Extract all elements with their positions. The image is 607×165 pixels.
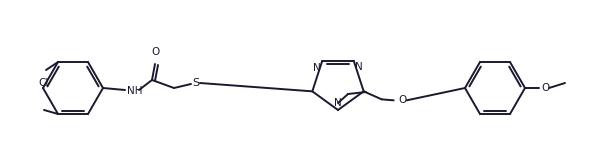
Text: N: N (355, 62, 362, 72)
Text: Cl: Cl (39, 78, 49, 88)
Text: NH: NH (127, 86, 143, 96)
Text: O: O (152, 47, 160, 57)
Text: N: N (313, 63, 321, 73)
Text: N: N (334, 98, 342, 108)
Text: O: O (541, 83, 549, 93)
Text: S: S (192, 78, 200, 88)
Text: O: O (399, 95, 407, 105)
